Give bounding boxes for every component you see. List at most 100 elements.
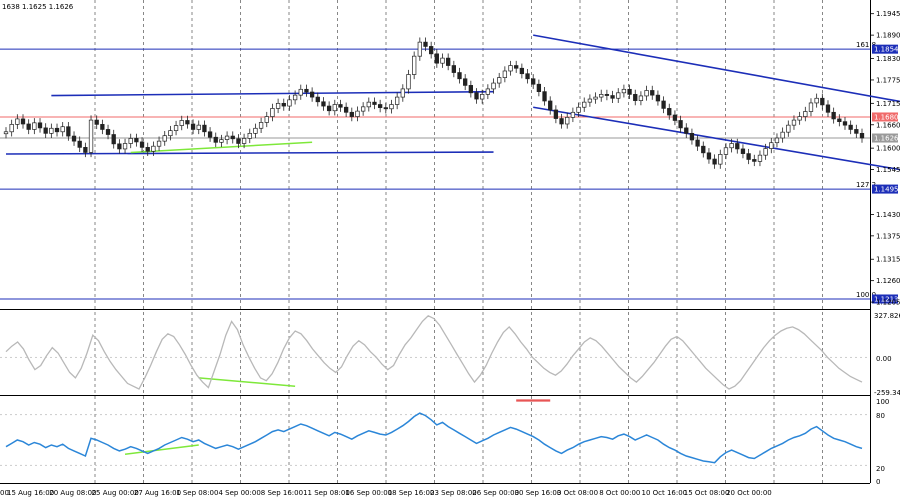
candle-body bbox=[797, 116, 802, 121]
candle-body bbox=[519, 67, 525, 75]
candle-body bbox=[712, 158, 717, 165]
candle-body bbox=[202, 124, 207, 133]
candle-body bbox=[746, 153, 751, 160]
candle-body bbox=[417, 41, 422, 57]
horizontal-levels: 161.81.18541.16801.1626127.21.1495100.01… bbox=[0, 41, 899, 304]
candle-body bbox=[570, 111, 576, 118]
candle-body bbox=[480, 94, 485, 100]
candle-body bbox=[610, 95, 615, 99]
candle-body bbox=[156, 140, 162, 147]
level-price-box-label: 1.1680 bbox=[874, 113, 899, 121]
rsi-top-label: 100 bbox=[876, 398, 889, 406]
candle-body bbox=[54, 127, 60, 133]
candle-body bbox=[383, 107, 388, 110]
candle-body bbox=[729, 143, 734, 149]
time-label: 1 Sep 08:00 bbox=[176, 489, 218, 497]
candle-body bbox=[190, 123, 196, 130]
candle-body bbox=[814, 97, 819, 104]
candle-body bbox=[627, 88, 632, 95]
candle-body bbox=[377, 104, 383, 108]
candle-body bbox=[633, 94, 638, 101]
time-label: 8 Sep 16:00 bbox=[261, 489, 303, 497]
candle-body bbox=[332, 104, 337, 112]
candle-body bbox=[389, 104, 394, 110]
candle-body bbox=[565, 117, 570, 125]
cci-indicator bbox=[0, 315, 870, 390]
candle-body bbox=[457, 72, 462, 80]
time-label: 15 Aug 16:00 bbox=[7, 489, 54, 497]
candle-body bbox=[349, 111, 354, 117]
candle-body bbox=[43, 127, 48, 134]
time-label: 23 Sep 08:00 bbox=[430, 489, 477, 497]
price-tick-label: 1.1430 bbox=[876, 211, 900, 219]
candle-body bbox=[644, 90, 649, 97]
price-tick-label: 1.1715 bbox=[876, 100, 900, 108]
candle-body bbox=[854, 129, 859, 134]
candle-body bbox=[820, 97, 825, 106]
candle-body bbox=[88, 119, 94, 153]
candle-body bbox=[355, 110, 360, 117]
candle-body bbox=[497, 77, 502, 84]
candle-body bbox=[9, 124, 14, 133]
time-label: 20 Oct 00:00 bbox=[726, 489, 772, 497]
price-axis: 1.19451.18901.18301.17751.17151.16601.16… bbox=[870, 10, 900, 307]
candle-body bbox=[37, 122, 43, 129]
price-tick-label: 1.1205 bbox=[876, 299, 900, 307]
level-price-box-label: 1.1213 bbox=[874, 295, 899, 303]
candle-body bbox=[100, 124, 105, 130]
candle-body bbox=[162, 135, 167, 142]
candle-body bbox=[264, 116, 269, 123]
candle-body bbox=[553, 109, 559, 119]
candle-body bbox=[105, 129, 111, 135]
candle-body bbox=[26, 123, 31, 130]
candle-body bbox=[32, 122, 37, 130]
candle-body bbox=[139, 141, 145, 148]
candle-body bbox=[752, 159, 757, 162]
candle-body bbox=[650, 90, 655, 96]
level-label: 161.8 bbox=[856, 41, 876, 49]
candle-body bbox=[434, 53, 439, 64]
candle-body bbox=[270, 108, 275, 117]
candle-body bbox=[83, 147, 88, 153]
level-price-box-label: 1.1854 bbox=[874, 46, 899, 54]
candle-body bbox=[593, 96, 598, 100]
candle-body bbox=[695, 139, 700, 147]
annotation-channel-lower bbox=[5, 151, 494, 155]
time-label: 27 Aug 16:00 bbox=[134, 489, 181, 497]
candle-body bbox=[446, 57, 451, 66]
price-tick-label: 1.1315 bbox=[876, 256, 900, 264]
time-label: 25 Aug 00:00 bbox=[92, 489, 139, 497]
level-price-box-label: 1.1495 bbox=[874, 186, 899, 194]
candle-body bbox=[287, 99, 292, 107]
candle-body bbox=[292, 94, 298, 101]
candle-body bbox=[769, 142, 774, 149]
time-label: 16 Sep 00:00 bbox=[345, 489, 392, 497]
candle-body bbox=[372, 101, 377, 105]
cci-bottom-label: -259.342 bbox=[874, 389, 900, 397]
candle-body bbox=[474, 92, 479, 100]
candle-body bbox=[395, 96, 400, 105]
candle-body bbox=[281, 102, 286, 107]
time-label: 4 Sep 00:00 bbox=[219, 489, 261, 497]
candle-body bbox=[241, 138, 247, 144]
candle-body bbox=[71, 135, 77, 142]
candle-body bbox=[848, 124, 853, 130]
level-price-box bbox=[872, 133, 898, 143]
price-candles bbox=[3, 37, 865, 169]
candle-body bbox=[451, 65, 456, 73]
candle-body bbox=[655, 94, 661, 102]
candle-body bbox=[740, 148, 746, 154]
candle-body bbox=[326, 105, 332, 112]
price-tick-label: 1.1890 bbox=[876, 32, 900, 40]
candle-body bbox=[780, 131, 785, 139]
candle-body bbox=[774, 137, 780, 144]
candle-body bbox=[440, 57, 445, 64]
time-label: 26 Sep 00:00 bbox=[472, 489, 519, 497]
candle-body bbox=[338, 104, 343, 108]
candle-body bbox=[638, 95, 644, 101]
level-price-box-label: 1.1626 bbox=[874, 135, 899, 143]
candle-body bbox=[502, 70, 508, 78]
candle-body bbox=[791, 119, 797, 126]
